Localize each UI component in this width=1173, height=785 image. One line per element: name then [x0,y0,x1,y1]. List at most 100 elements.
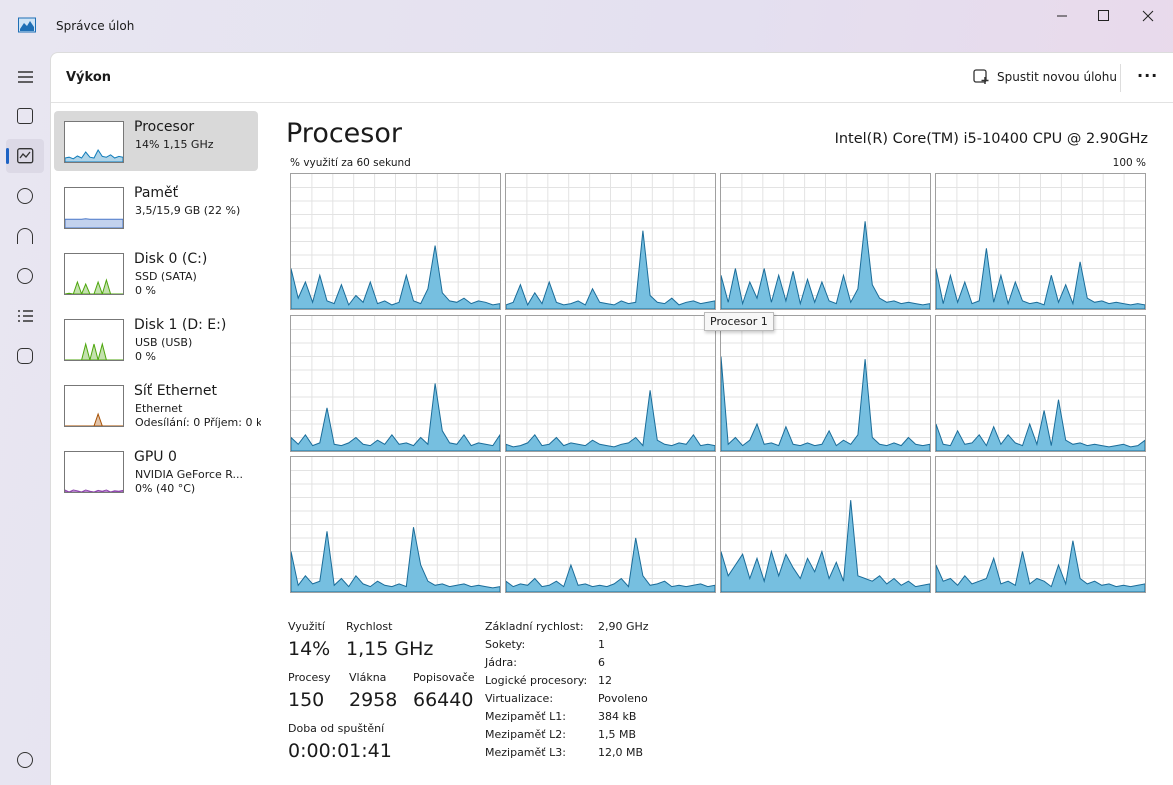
thumbnail-area [64,218,124,229]
nav-settings[interactable] [17,752,33,768]
item-name: Procesor [134,119,195,135]
core-svg [291,457,500,592]
stat-label: Procesy [288,671,331,684]
tooltip: Procesor 1 [704,312,774,331]
detail-value: 384 kB [598,710,637,723]
thumbnail-area [64,149,124,163]
stat-value: 0:00:01:41 [288,740,392,762]
thumbnail-graph [65,342,123,362]
detail-value: 12 [598,674,612,687]
detail-label: Logické procesory: [485,674,588,687]
section-title: Procesor [286,118,402,149]
stat-value: 2958 [349,689,398,711]
cpu-name: Intel(R) Core(TM) i5-10400 CPU @ 2.90GHz [834,131,1148,147]
core-area [936,399,1145,451]
item-detail: 0 % [135,284,156,297]
stat-value: 150 [288,689,325,711]
core-svg [721,457,930,592]
sidebar-item[interactable]: Disk 1 (D: E:) USB (USB) 0 % [54,309,258,369]
thumbnail-area [64,489,124,493]
separator [1120,64,1121,92]
core-svg [291,174,500,309]
core-graph [290,173,501,310]
nav-services[interactable] [17,348,33,364]
nav-performance-icon [17,148,34,164]
thumbnail-graph [64,278,123,296]
item-name: Paměť [134,185,179,201]
stat-label: Doba od spuštění [288,722,385,735]
new-task-icon [973,69,989,84]
core-area [506,389,715,451]
detail-value: 1 [598,638,605,651]
thumbnail-area [64,278,123,296]
item-name: GPU 0 [134,449,177,465]
detail-value: 2,90 GHz [598,620,649,633]
menu-button[interactable] [17,70,35,84]
stat-label: Popisovače [413,671,475,684]
core-graph [720,173,931,310]
nav-users[interactable] [17,268,33,284]
thumbnail [64,451,124,493]
core-graph [505,314,716,452]
thumbnail-area [65,412,123,427]
detail-label: Základní rychlost: [485,620,584,633]
core-svg [506,315,715,451]
nav-details[interactable] [17,309,34,323]
core-graph [290,314,501,452]
core-svg [936,457,1145,592]
core-area [291,245,500,309]
sidebar-item[interactable]: Paměť 3,5/15,9 GB (22 %) [54,177,258,237]
core-graph [720,456,931,593]
core-area [936,248,1145,309]
detail-label: Virtualizace: [485,692,554,705]
detail-label: Jádra: [485,656,517,669]
nav-history[interactable] [17,188,33,204]
header-divider [51,102,1173,103]
item-detail: 14% 1,15 GHz [135,138,214,151]
core-svg [506,457,715,592]
page-title: Výkon [66,70,112,85]
core-area [506,537,715,592]
sidebar-item[interactable]: Disk 0 (C:) SSD (SATA) 0 % [54,243,258,303]
core-area [936,540,1145,592]
detail-value: Povoleno [598,692,648,705]
detail-value: 12,0 MB [598,746,644,759]
core-graph [720,314,931,452]
new-task-button[interactable]: Spustit novou úlohu [997,70,1117,84]
stat-value: 1,15 GHz [346,638,434,660]
nav-processes[interactable] [17,108,33,124]
sidebar-item[interactable]: GPU 0 NVIDIA GeForce R... 0% (40 °C) [54,441,258,501]
core-svg [291,315,500,451]
core-graph [935,456,1146,593]
core-graph [935,314,1146,452]
window-controls[interactable] [1040,0,1173,32]
core-svg [936,315,1145,451]
nav-startup[interactable] [17,228,33,244]
item-detail: USB (USB) [135,336,193,349]
core-graph [290,456,501,593]
stat-value: 14% [288,638,331,660]
more-button[interactable]: ··· [1137,66,1159,85]
detail-label: Mezipaměť L3: [485,746,566,759]
core-graph [935,173,1146,310]
detail-value: 6 [598,656,605,669]
sidebar-item[interactable]: Procesor 14% 1,15 GHz [54,111,258,171]
thumbnail [64,187,124,229]
thumbnail-graph [65,412,123,427]
core-svg [936,174,1145,309]
graph-max: 100 % [1112,157,1146,169]
core-area [506,230,715,309]
nav-indicator [6,148,9,164]
item-detail: 3,5/15,9 GB (22 %) [135,204,241,217]
item-detail: 0 % [135,350,156,363]
thumbnail-graph [64,489,124,493]
item-detail: NVIDIA GeForce R... [135,468,244,481]
graph-label: % využití za 60 sekund [290,157,411,169]
core-svg [721,174,930,309]
stat-value: 66440 [413,689,474,711]
sidebar-item[interactable]: Síť Ethernet Ethernet Odesílání: 0 Příjem:… [54,375,261,435]
app-icon [18,17,36,33]
item-name: Disk 1 (D: E:) [134,317,227,333]
